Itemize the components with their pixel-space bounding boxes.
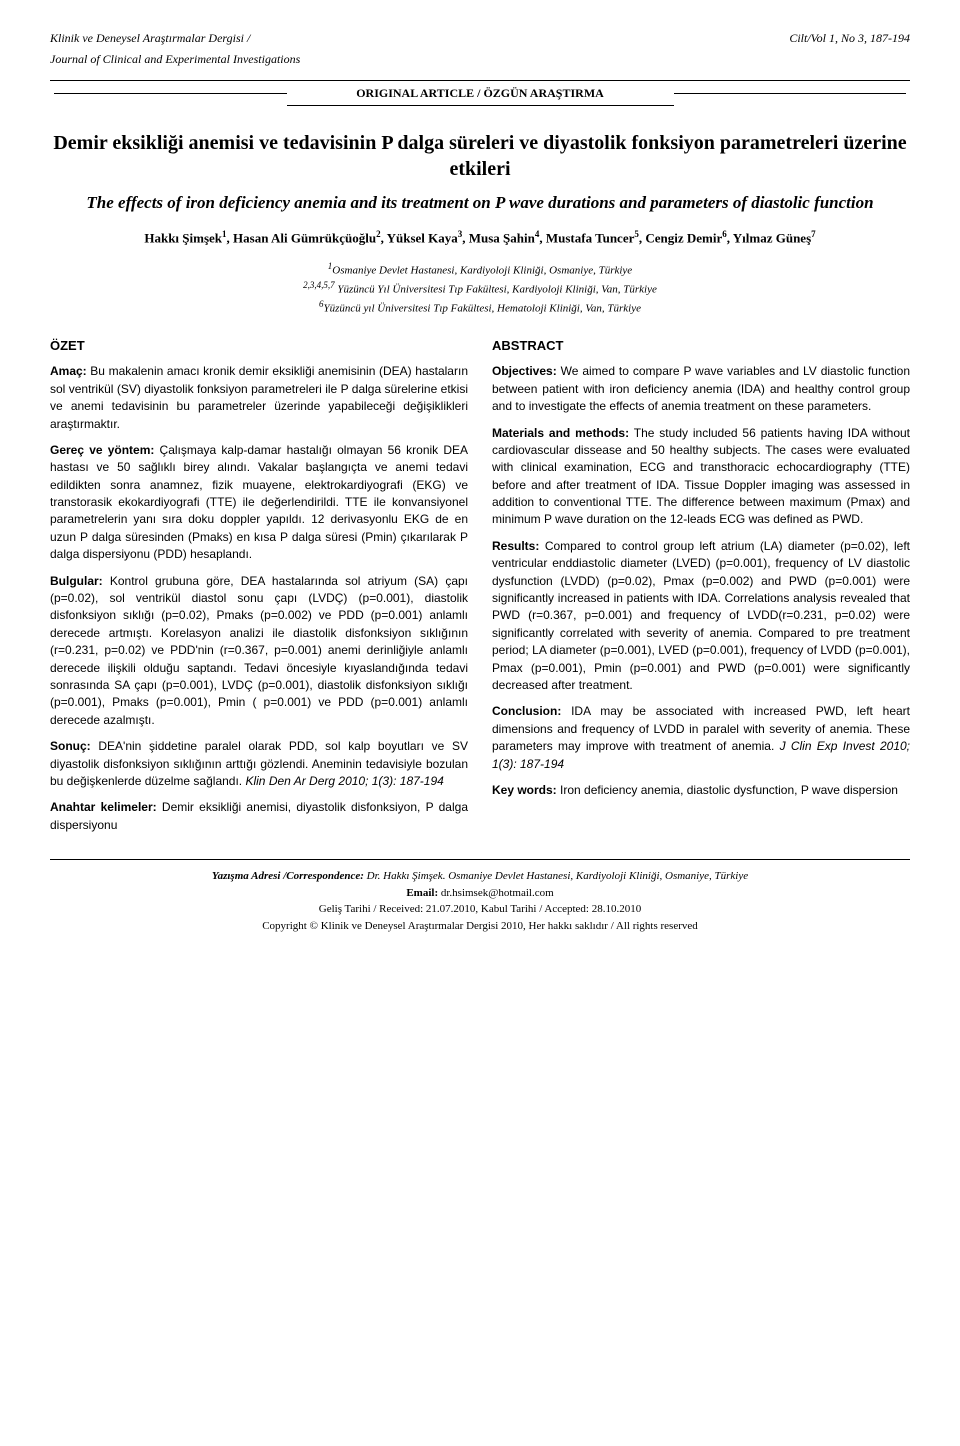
affiliations: 1Osmaniye Devlet Hastanesi, Kardiyoloji … <box>50 260 910 317</box>
copyright-text: Copyright © Klinik ve Deneysel Araştırma… <box>50 918 910 935</box>
email-text: dr.hsimsek@hotmail.com <box>438 887 554 899</box>
journal-title-tr: Klinik ve Deneysel Araştırmalar Dergisi … <box>50 30 250 47</box>
footer: Yazışma Adresi /Correspondence: Dr. Hakk… <box>50 859 910 934</box>
abstract-materials: Materials and methods: The study include… <box>492 425 910 529</box>
article-title-tr: Demir eksikliği anemisi ve tedavisinin P… <box>50 130 910 182</box>
journal-title-en: Journal of Clinical and Experimental Inv… <box>50 51 910 68</box>
ozet-amac: Amaç: Bu makalenin amacı kronik demir ek… <box>50 363 468 433</box>
article-title-en: The effects of iron deficiency anemia an… <box>50 192 910 214</box>
dates-text: Geliş Tarihi / Received: 21.07.2010, Kab… <box>50 901 910 918</box>
ozet-sonuc: Sonuç: DEA'nin şiddetine paralel olarak … <box>50 738 468 790</box>
ozet-bulgular: Bulgular: Kontrol grubuna göre, DEA hast… <box>50 573 468 730</box>
abstract-results: Results: Compared to control group left … <box>492 538 910 695</box>
abstract-conclusion: Conclusion: IDA may be associated with i… <box>492 703 910 773</box>
ozet-column: ÖZET Amaç: Bu makalenin amacı kronik dem… <box>50 337 468 843</box>
abstract-heading: ABSTRACT <box>492 337 910 355</box>
article-type: ORIGINAL ARTICLE / ÖZGÜN ARAŞTIRMA <box>287 80 674 107</box>
ozet-gerec: Gereç ve yöntem: Çalışmaya kalp-damar ha… <box>50 442 468 564</box>
ozet-heading: ÖZET <box>50 337 468 355</box>
abstract-columns: ÖZET Amaç: Bu makalenin amacı kronik dem… <box>50 337 910 843</box>
correspondence-label: Yazışma Adresi /Correspondence: <box>212 870 364 882</box>
abstract-column: ABSTRACT Objectives: We aimed to compare… <box>492 337 910 843</box>
ozet-anahtar: Anahtar kelimeler: Demir eksikliği anemi… <box>50 799 468 834</box>
journal-volume: Cilt/Vol 1, No 3, 187-194 <box>789 30 910 47</box>
correspondence-text: Dr. Hakkı Şimşek. Osmaniye Devlet Hastan… <box>364 870 748 882</box>
abstract-keywords: Key words: Iron deficiency anemia, diast… <box>492 782 910 799</box>
abstract-objectives: Objectives: We aimed to compare P wave v… <box>492 363 910 415</box>
email-label: Email: <box>406 887 438 899</box>
authors: Hakkı Şimşek1, Hasan Ali Gümrükçüoğlu2, … <box>50 228 910 248</box>
